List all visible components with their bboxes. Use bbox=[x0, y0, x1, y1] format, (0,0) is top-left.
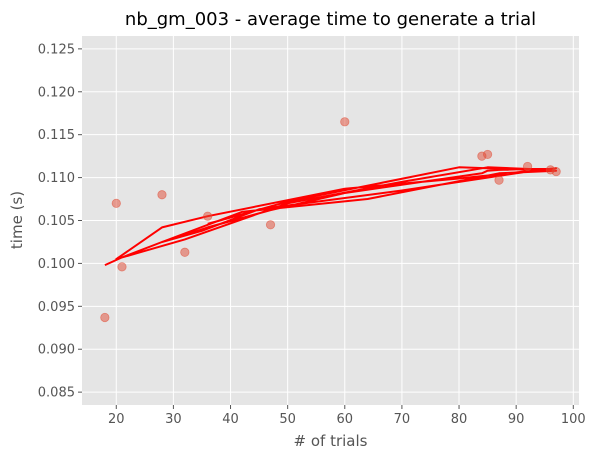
x-tick-label: 90 bbox=[508, 412, 525, 427]
chart-title: nb_gm_003 - average time to generate a t… bbox=[125, 9, 536, 30]
x-tick-label: 40 bbox=[222, 412, 239, 427]
y-tick-label: 0.100 bbox=[38, 257, 75, 272]
scatter-point bbox=[100, 312, 110, 323]
scatter-point bbox=[522, 161, 533, 172]
scatter-point bbox=[203, 211, 213, 221]
y-tick-label: 0.105 bbox=[38, 214, 75, 229]
trend-line bbox=[104, 166, 558, 267]
y-tick-label: 0.120 bbox=[38, 85, 75, 100]
x-tick-label: 50 bbox=[279, 412, 296, 427]
scatter-point bbox=[494, 175, 504, 185]
x-tick-label: 80 bbox=[451, 412, 468, 427]
scatter-point bbox=[111, 198, 121, 208]
scatter-point bbox=[551, 166, 561, 177]
x-axis-label: # of trials bbox=[294, 432, 368, 450]
x-tick-label: 100 bbox=[561, 412, 586, 427]
tick-layer: 20 30 40 50 60 70 80 90 100 0.085 0.090 0.095 0.100 0… bbox=[38, 42, 586, 427]
y-tick-label: 0.095 bbox=[38, 300, 75, 315]
scatter-point bbox=[482, 149, 493, 160]
scatter-point bbox=[265, 220, 276, 230]
scatter-point bbox=[117, 262, 127, 272]
x-tick-label: 60 bbox=[337, 412, 354, 427]
grid-layer bbox=[82, 36, 579, 405]
y-tick-label: 0.085 bbox=[38, 386, 75, 401]
x-tick-label: 70 bbox=[394, 412, 411, 427]
trend-line-layer bbox=[104, 166, 558, 267]
scatter-point bbox=[180, 247, 190, 257]
scatter-points-layer bbox=[100, 117, 561, 323]
scatter-point bbox=[157, 190, 167, 200]
x-tick-label: 20 bbox=[108, 412, 125, 427]
y-tick-label: 0.125 bbox=[38, 42, 75, 57]
x-tick-label: 30 bbox=[165, 412, 182, 427]
y-axis-label: time (s) bbox=[8, 191, 26, 249]
scatter-point bbox=[340, 117, 350, 127]
y-tick-label: 0.115 bbox=[38, 128, 75, 143]
y-tick-label: 0.110 bbox=[38, 171, 75, 186]
y-tick-label: 0.090 bbox=[38, 343, 75, 358]
